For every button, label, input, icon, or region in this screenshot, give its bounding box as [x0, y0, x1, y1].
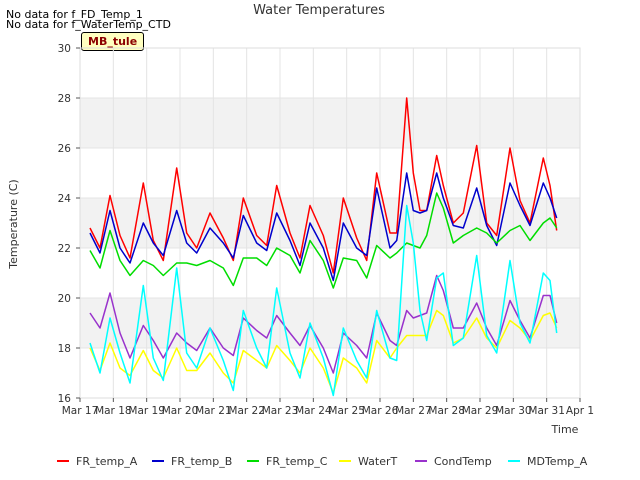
x-tick-label: Mar 27	[395, 405, 432, 417]
x-tick-label: Mar 29	[462, 405, 499, 417]
x-axis-label: Time	[551, 423, 579, 436]
legend-label: FR_temp_B	[171, 455, 232, 468]
series-line-watert	[89, 309, 558, 394]
x-tick-label: Mar 31	[528, 405, 565, 417]
background-band	[80, 98, 580, 148]
y-tick-label: 24	[58, 193, 72, 205]
series-line-fr-temp-a	[89, 97, 558, 274]
background-band	[80, 298, 580, 348]
x-tick-label: Mar 25	[328, 405, 365, 417]
no-data-note-1: No data for f_FD_Temp_1	[6, 8, 143, 21]
x-tick-label: Mar 23	[262, 405, 299, 417]
legend-label: MDTemp_A	[527, 455, 588, 468]
legend-label: FR_temp_C	[266, 455, 328, 468]
x-tick-label: Mar 28	[428, 405, 465, 417]
background-band	[80, 198, 580, 248]
x-tick-label: Mar 26	[362, 405, 399, 417]
y-tick-label: 16	[58, 393, 72, 405]
y-tick-label: 28	[58, 93, 71, 105]
x-tick-label: Mar 30	[495, 405, 532, 417]
x-tick-label: Mar 21	[195, 405, 232, 417]
y-tick-label: 18	[58, 343, 71, 355]
legend-label: WaterT	[358, 455, 398, 468]
legend-label: CondTemp	[434, 455, 492, 468]
y-tick-label: 22	[58, 243, 71, 255]
series-line-condtemp	[89, 274, 558, 374]
chart-title: Water Temperatures	[253, 3, 385, 18]
legend: FR_temp_A FR_temp_B FR_temp_C WaterT CondTem…	[57, 455, 588, 468]
y-tick-label: 20	[58, 293, 71, 305]
y-tick-label: 30	[58, 43, 71, 55]
series-line-fr-temp-c	[89, 192, 558, 289]
x-tick-label: Mar 22	[228, 405, 265, 417]
x-tick-label: Mar 19	[128, 405, 165, 417]
station-label: MB_tule	[81, 32, 145, 51]
series-line-mdtemp-a	[89, 204, 558, 397]
x-tick-label: Apr 1	[566, 405, 594, 417]
y-axis-label: Temperature (C)	[7, 179, 20, 269]
legend-label: FR_temp_A	[76, 455, 138, 468]
x-tick-label: Mar 17	[62, 405, 99, 417]
plot-area	[79, 47, 581, 399]
x-tick-label: Mar 20	[162, 405, 199, 417]
x-tick-label: Mar 24	[295, 405, 332, 417]
x-tick-label: Mar 18	[95, 405, 132, 417]
y-tick-label: 26	[58, 143, 72, 155]
no-data-note-2: No data for f_WaterTemp_CTD	[6, 18, 171, 31]
series-line-fr-temp-b	[89, 172, 558, 282]
